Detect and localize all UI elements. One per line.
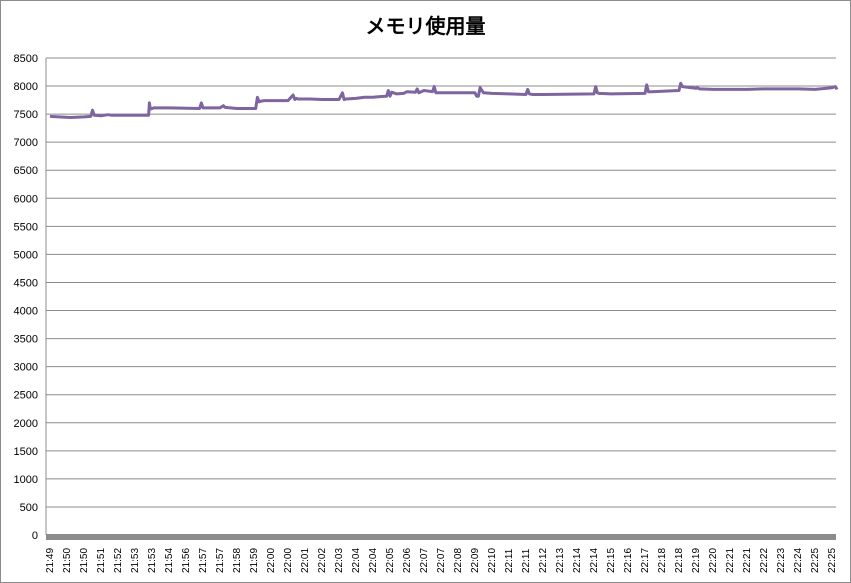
- x-tick-label: 22:06: [402, 548, 413, 573]
- x-tick-label: 22:11: [504, 548, 515, 573]
- x-tick-label: 22:07: [436, 548, 447, 573]
- x-tick-label: 22:19: [691, 548, 702, 573]
- y-tick-label: 3500: [14, 334, 38, 346]
- x-tick-label: 22:07: [419, 548, 430, 573]
- x-tick-label: 21:57: [215, 548, 226, 573]
- x-tick-label: 22:24: [793, 548, 804, 573]
- x-tick-label: 22:21: [742, 548, 753, 573]
- y-tick-label: 0: [32, 530, 38, 542]
- x-tick-label: 22:20: [708, 548, 719, 573]
- x-tick-label: 22:16: [623, 548, 634, 573]
- x-tick-label: 22:10: [487, 548, 498, 573]
- x-tick-label: 22:13: [555, 548, 566, 573]
- x-tick-label: 22:04: [351, 548, 362, 573]
- y-tick-label: 2000: [14, 418, 38, 430]
- x-tick-label: 22:09: [470, 548, 481, 573]
- x-tick-label: 21:57: [198, 548, 209, 573]
- x-axis-band: [46, 534, 836, 540]
- x-tick-label: 21:54: [164, 548, 175, 573]
- x-tick-label: 22:15: [606, 548, 617, 573]
- x-tick-label: 22:22: [759, 548, 770, 573]
- x-tick-label: 21:52: [113, 548, 124, 573]
- memory-usage-line: [49, 81, 839, 119]
- x-tick-label: 22:18: [674, 548, 685, 573]
- y-tick-label: 500: [20, 502, 38, 514]
- y-tick-label: 8000: [14, 81, 38, 93]
- x-tick-label: 22:02: [317, 548, 328, 573]
- x-tick-label: 21:56: [181, 548, 192, 573]
- y-tick-label: 1500: [14, 446, 38, 458]
- x-tick-label: 22:08: [453, 548, 464, 573]
- x-tick-label: 21:50: [79, 548, 90, 573]
- y-tick-label: 6500: [14, 165, 38, 177]
- y-tick-label: 5000: [14, 249, 38, 261]
- y-tick-label: 7500: [14, 109, 38, 121]
- x-tick-label: 21:50: [62, 548, 73, 573]
- chart-title: メモリ使用量: [365, 14, 486, 38]
- y-tick-label: 7000: [14, 137, 38, 149]
- x-tick-label: 22:14: [572, 548, 583, 573]
- y-tick-label: 4500: [14, 277, 38, 289]
- y-tick-label: 1000: [14, 474, 38, 486]
- x-tick-label: 22:25: [810, 548, 821, 573]
- x-tick-label: 22:11: [521, 548, 532, 573]
- x-tick-label: 22:00: [283, 548, 294, 573]
- y-tick-label: 5500: [14, 221, 38, 233]
- x-tick-label: 22:04: [368, 548, 379, 573]
- x-tick-label: 22:12: [538, 548, 549, 573]
- x-tick-label: 22:05: [385, 548, 396, 573]
- y-tick-label: 3000: [14, 362, 38, 374]
- x-tick-label: 21:58: [232, 548, 243, 573]
- x-tick-label: 22:18: [657, 548, 668, 573]
- x-tick-label: 21:59: [249, 548, 260, 573]
- x-tick-label: 21:53: [130, 548, 141, 573]
- x-tick-label: 22:14: [589, 548, 600, 573]
- x-tick-label: 22:25: [827, 548, 838, 573]
- x-tick-label: 22:23: [776, 548, 787, 573]
- x-tick-label: 21:49: [45, 548, 56, 573]
- y-tick-label: 8500: [14, 53, 38, 65]
- y-tick-label: 6000: [14, 193, 38, 205]
- x-tick-label: 22:03: [334, 548, 345, 573]
- x-tick-label: 22:01: [300, 548, 311, 573]
- x-tick-label: 22:17: [640, 548, 651, 573]
- x-tick-label: 21:53: [147, 548, 158, 573]
- y-tick-label: 4000: [14, 306, 38, 318]
- x-tick-label: 21:51: [96, 548, 107, 573]
- x-tick-label: 22:21: [725, 548, 736, 573]
- x-tick-label: 22:00: [266, 548, 277, 573]
- y-tick-label: 2500: [14, 390, 38, 402]
